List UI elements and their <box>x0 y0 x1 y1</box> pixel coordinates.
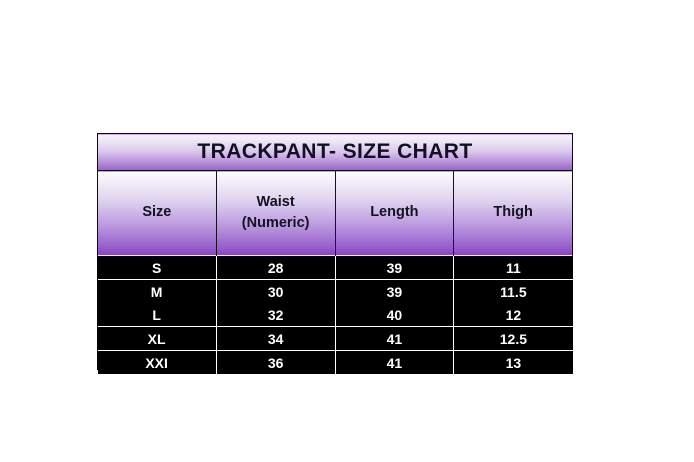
table-row: M 30 39 11.5 <box>97 279 573 303</box>
table-row: XL 34 41 12.5 <box>97 326 573 351</box>
chart-title: TRACKPANT- SIZE CHART <box>97 133 573 171</box>
trackpant-size-chart-table: TRACKPANT- SIZE CHART Size Waist (Numeri… <box>97 133 573 374</box>
cell-size: XL <box>97 326 217 351</box>
cell-waist: 28 <box>215 255 335 280</box>
chart-title-row: TRACKPANT- SIZE CHART <box>97 133 573 171</box>
cell-length: 41 <box>334 350 454 374</box>
column-header-waist-line2: (Numeric) <box>241 215 310 231</box>
column-header-waist: Waist (Numeric) <box>215 170 336 256</box>
cell-waist: 36 <box>215 350 335 374</box>
cell-length: 40 <box>334 303 454 327</box>
cell-length: 39 <box>334 255 454 280</box>
cell-waist: 34 <box>215 326 335 351</box>
column-header-size: Size <box>97 170 217 256</box>
table-row: XXI 36 41 13 <box>97 350 573 374</box>
cell-size: S <box>97 255 217 280</box>
table-row: S 28 39 11 <box>97 255 573 280</box>
cell-size: L <box>97 303 217 327</box>
cell-thigh: 12 <box>453 303 573 327</box>
cell-length: 41 <box>334 326 454 351</box>
table-row: L 32 40 12 <box>97 303 573 327</box>
cell-length: 39 <box>334 279 454 303</box>
size-chart-container: TRACKPANT- SIZE CHART Size Waist (Numeri… <box>97 133 573 374</box>
cell-thigh: 11 <box>453 255 573 280</box>
cell-thigh: 13 <box>453 350 573 374</box>
cell-size: XXI <box>97 350 217 374</box>
cell-waist: 30 <box>215 279 335 303</box>
cell-size: M <box>97 279 217 303</box>
cell-thigh: 12.5 <box>453 326 573 351</box>
column-header-waist-line1: Waist <box>256 193 295 210</box>
column-header-length: Length <box>334 170 455 256</box>
column-header-thigh: Thigh <box>453 170 573 256</box>
chart-header-row: Size Waist (Numeric) Length Thigh <box>97 170 573 256</box>
cell-thigh: 11.5 <box>453 279 573 303</box>
cell-waist: 32 <box>215 303 335 327</box>
